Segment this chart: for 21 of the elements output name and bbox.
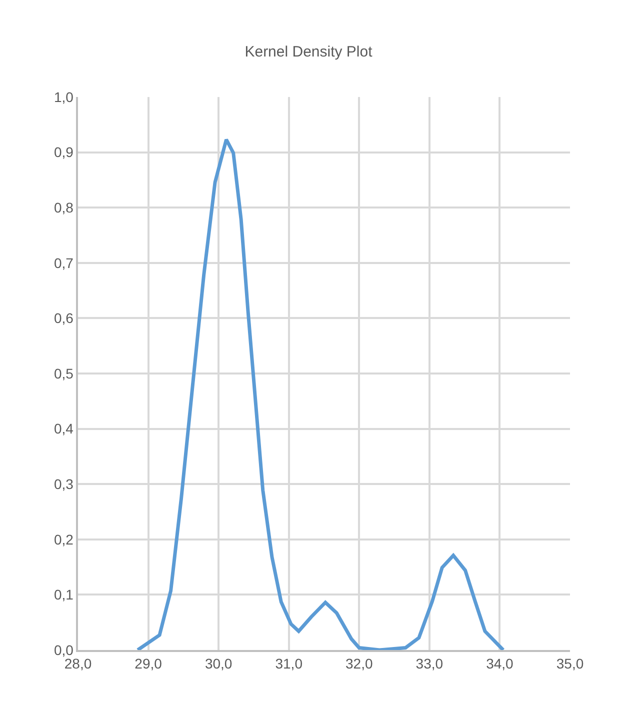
x-tick-label: 30,0 [204,656,232,672]
x-tick-label: 34,0 [486,656,514,672]
y-tick-label: 0,9 [54,144,74,160]
y-tick-label: 0,6 [54,310,74,326]
y-tick-label: 0,0 [54,642,74,658]
chart-title: Kernel Density Plot [244,43,374,60]
x-tick-label: 32,0 [346,656,373,672]
y-tick-label: 0,8 [54,200,74,216]
x-tick-label: 28,0 [64,656,92,672]
x-tick-label: 35,0 [556,656,584,672]
y-tick-label: 0,1 [54,586,74,603]
line-series [136,138,505,650]
y-tick-label: 0,3 [54,476,74,492]
y-tick-label: 1,0 [54,88,74,105]
y-tick-label: 0,2 [54,531,74,548]
x-tick-label: 29,0 [134,656,162,672]
x-tick-label: 31,0 [275,656,303,672]
x-tick-label: 33,0 [416,656,444,672]
y-tick-label: 0,4 [54,420,74,437]
y-tick-label: 0,7 [54,254,74,271]
y-tick-label: 0,5 [54,365,74,382]
